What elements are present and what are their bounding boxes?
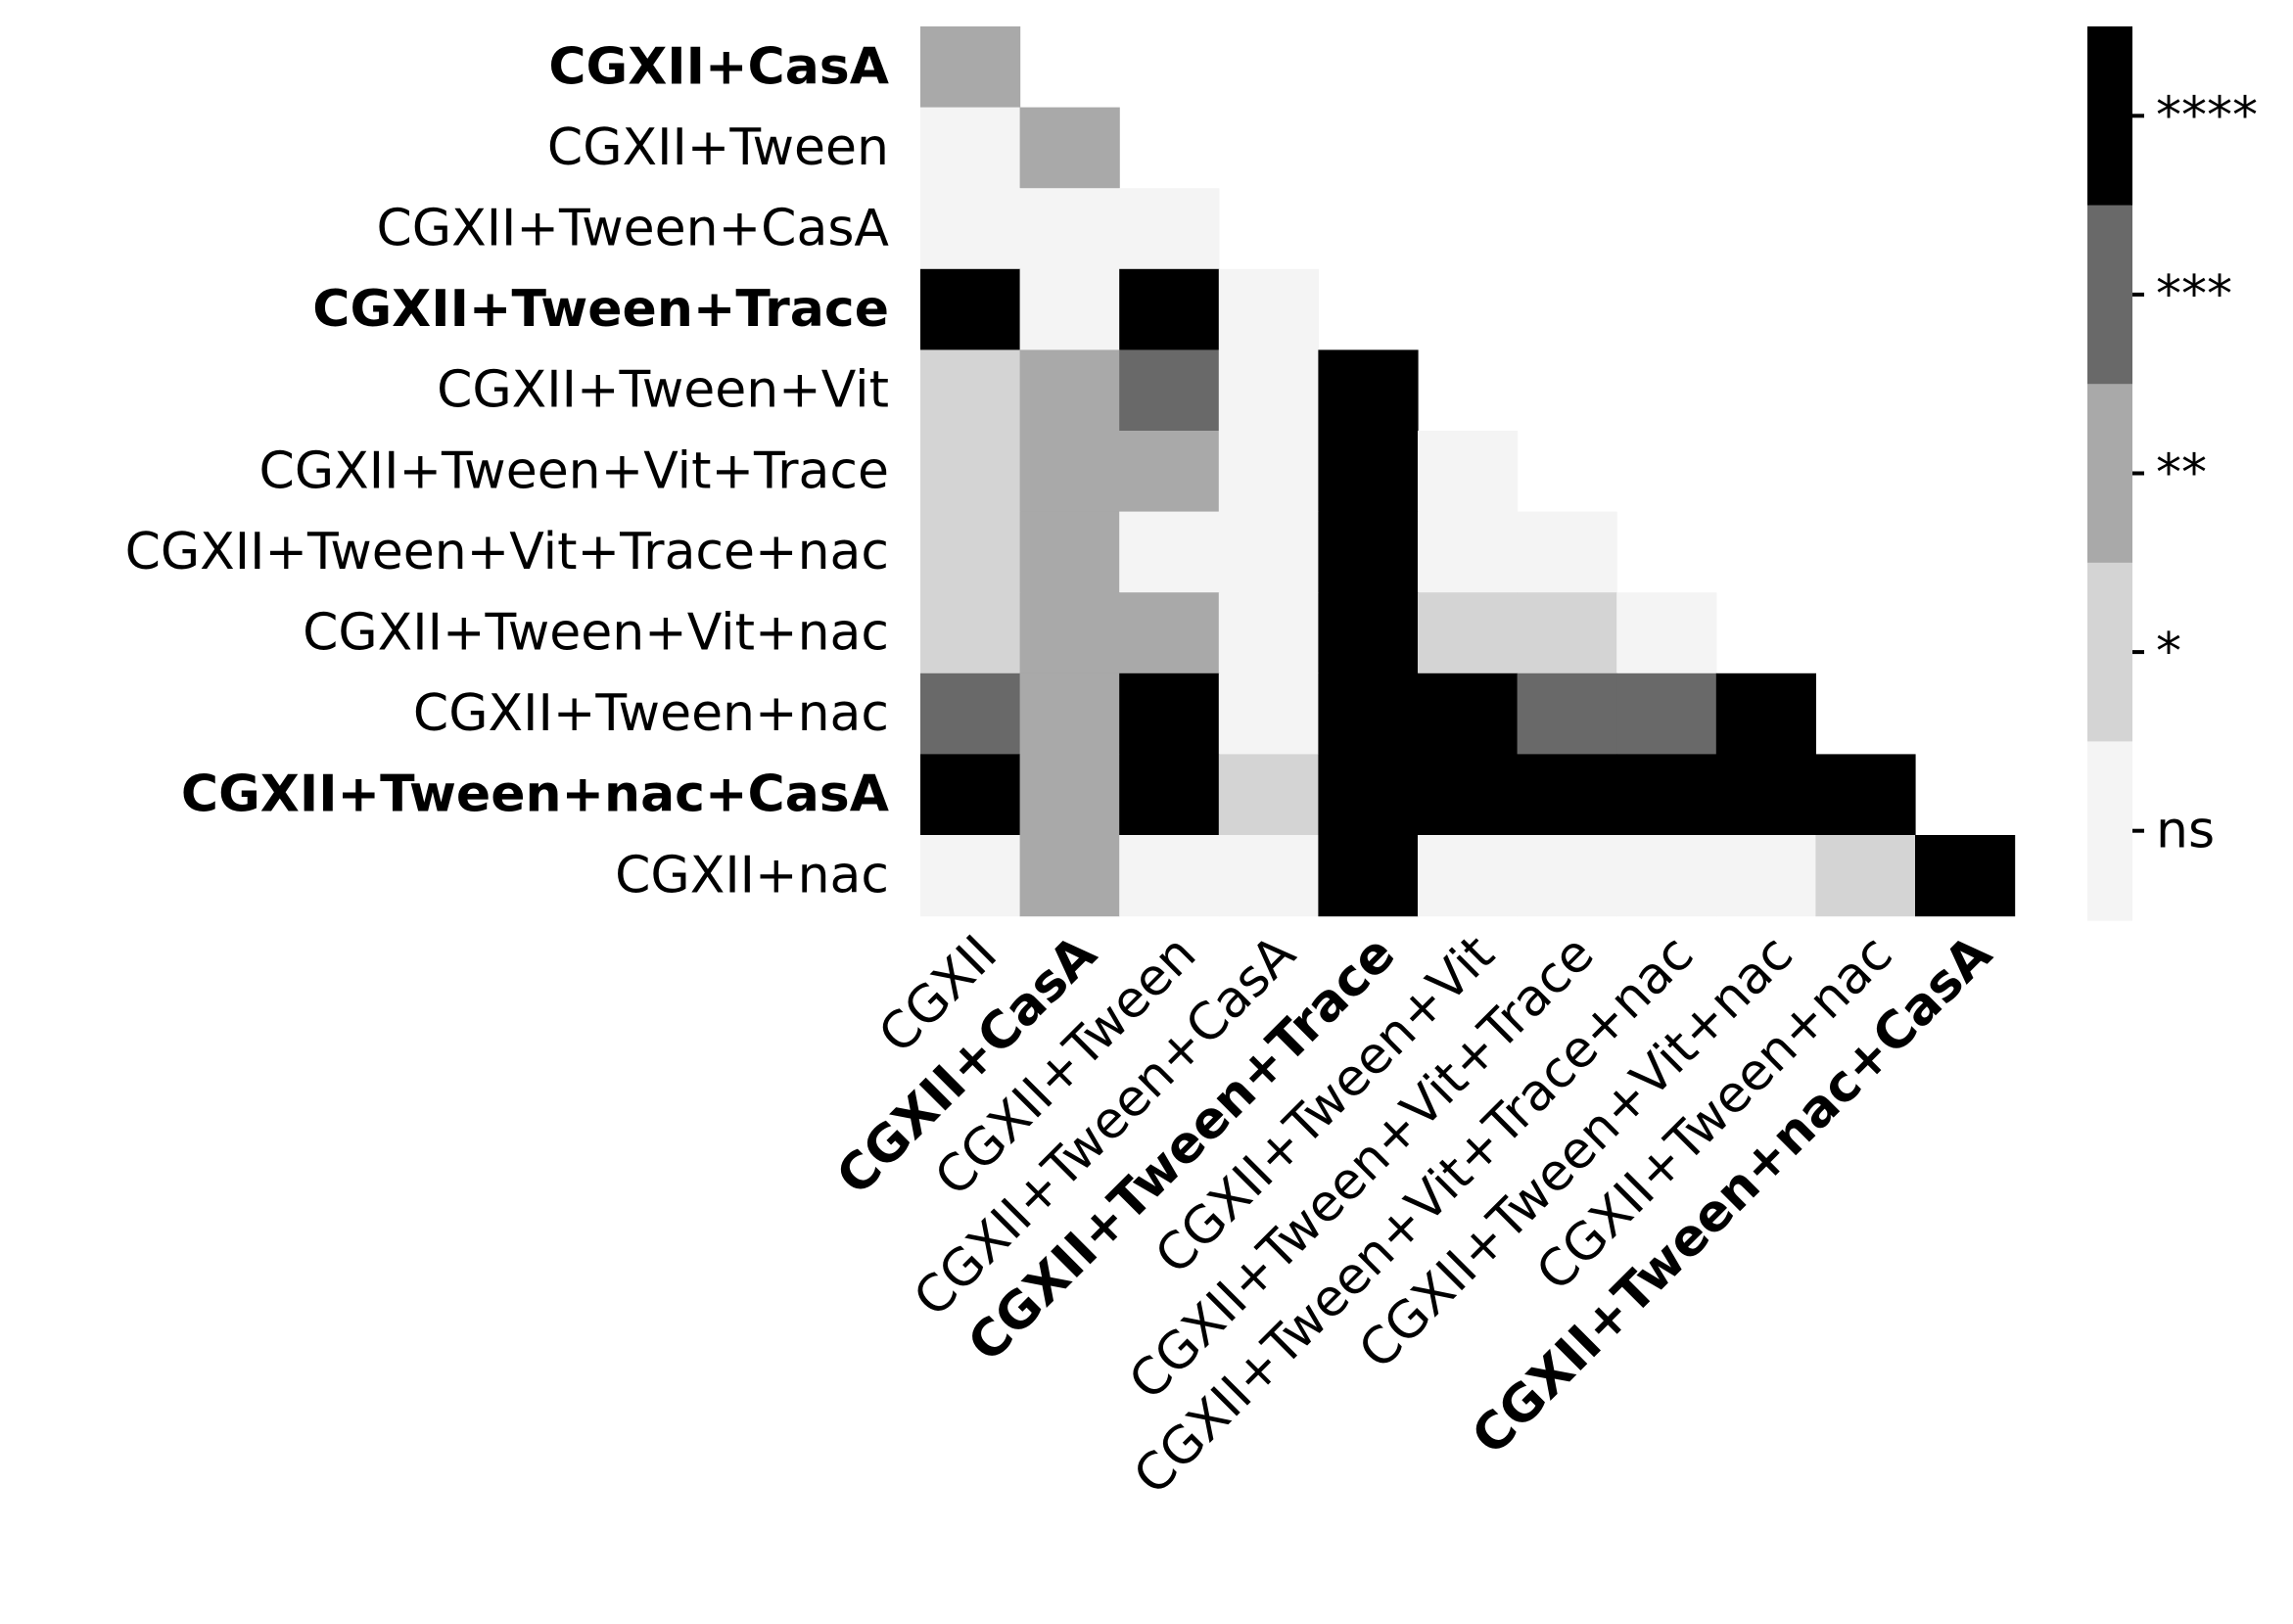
y-tick-label: CGXII+Tween+Vit xyxy=(437,361,889,420)
heatmap-cell-r8-c2 xyxy=(1119,673,1220,755)
heatmap-cell-r7-c4 xyxy=(1318,592,1419,674)
heatmap-cell-r10-c6 xyxy=(1517,835,1617,917)
heatmap-cell-r6-c1 xyxy=(1019,511,1120,593)
heatmap-cell-r10-c0 xyxy=(920,835,1021,917)
heatmap-cell-r7-c2 xyxy=(1119,592,1220,674)
heatmap-cell-r9-c4 xyxy=(1318,754,1419,836)
heatmap-cell-r4-c2 xyxy=(1119,349,1220,432)
heatmap-cell-r10-c7 xyxy=(1616,835,1717,917)
heatmap-cell-r3-c2 xyxy=(1119,268,1220,350)
heatmap-cell-r3-c1 xyxy=(1019,268,1120,350)
heatmap-cell-r9-c6 xyxy=(1517,754,1617,836)
heatmap-cell-r1-c1 xyxy=(1019,107,1120,189)
heatmap-cell-r5-c1 xyxy=(1019,431,1120,513)
heatmap-cell-r4-c3 xyxy=(1218,349,1319,432)
heatmap-cell-r1-c0 xyxy=(920,107,1021,189)
heatmap-cell-r2-c2 xyxy=(1119,188,1220,270)
heatmap-cell-r10-c1 xyxy=(1019,835,1120,917)
heatmap-cell-r5-c5 xyxy=(1418,431,1519,513)
heatmap-cell-r2-c0 xyxy=(920,188,1021,270)
heatmap-cell-r8-c1 xyxy=(1019,673,1120,755)
y-tick-label: CGXII+Tween+Vit+nac xyxy=(303,604,889,663)
y-tick-label: CGXII+nac xyxy=(615,846,889,905)
heatmap-cell-r7-c6 xyxy=(1517,592,1617,674)
heatmap-cell-r8-c4 xyxy=(1318,673,1419,755)
heatmap-cell-r9-c3 xyxy=(1218,754,1319,836)
y-tick-label: CGXII+Tween xyxy=(547,118,889,177)
heatmap-cell-r5-c3 xyxy=(1218,431,1319,513)
heatmap-cell-r6-c4 xyxy=(1318,511,1419,593)
y-tick-label: CGXII+Tween+Vit+Trace xyxy=(259,441,889,500)
colorbar-tick-label: *** xyxy=(2156,265,2232,324)
heatmap-cell-r0-c0 xyxy=(920,26,1021,109)
heatmap-cell-r9-c5 xyxy=(1418,754,1519,836)
colorbar: **********ns xyxy=(2087,26,2258,921)
heatmap-cells xyxy=(920,26,2016,917)
heatmap-cell-r10-c3 xyxy=(1218,835,1319,917)
y-axis-labels: CGXII+CasA CGXII+Tween CGXII+Tween+CasA CGX… xyxy=(125,37,890,905)
heatmap-cell-r6-c3 xyxy=(1218,511,1319,593)
x-axis-labels: CGXIICGXII+CasACGXII+TweenCGXII+Tween+Ca… xyxy=(825,924,2003,1507)
heatmap-cell-r10-c4 xyxy=(1318,835,1419,917)
colorbar-segment xyxy=(2087,741,2132,921)
heatmap-cell-r9-c0 xyxy=(920,754,1021,836)
heatmap-cell-r7-c0 xyxy=(920,592,1021,674)
y-tick-label: CGXII+Tween+nac xyxy=(413,684,889,743)
y-tick-label: CGXII+Tween+Vit+Trace+nac xyxy=(125,523,889,581)
heatmap-cell-r7-c3 xyxy=(1218,592,1319,674)
heatmap-cell-r4-c0 xyxy=(920,349,1021,432)
heatmap-cell-r8-c8 xyxy=(1715,673,1816,755)
colorbar-segment xyxy=(2087,384,2132,564)
y-tick-label: CGXII+Tween+nac+CasA xyxy=(181,766,889,824)
colorbar-tick-label: ** xyxy=(2156,444,2207,503)
heatmap-cell-r10-c9 xyxy=(1815,835,1916,917)
colorbar-tick-label: ns xyxy=(2156,802,2215,860)
colorbar-tick-label: * xyxy=(2156,623,2181,681)
y-tick-label: CGXII+Tween+Trace xyxy=(312,280,889,339)
heatmap-cell-r10-c8 xyxy=(1715,835,1816,917)
heatmap-cell-r10-c5 xyxy=(1418,835,1519,917)
heatmap-cell-r6-c2 xyxy=(1119,511,1220,593)
colorbar-tick-label: **** xyxy=(2156,86,2258,145)
heatmap-cell-r7-c7 xyxy=(1616,592,1717,674)
colorbar-segment xyxy=(2087,205,2132,385)
heatmap-cell-r8-c0 xyxy=(920,673,1021,755)
heatmap-cell-r7-c1 xyxy=(1019,592,1120,674)
heatmap-cell-r8-c3 xyxy=(1218,673,1319,755)
colorbar-segment xyxy=(2087,26,2132,207)
heatmap-cell-r9-c9 xyxy=(1815,754,1916,836)
heatmap-cell-r5-c2 xyxy=(1119,431,1220,513)
heatmap-cell-r4-c4 xyxy=(1318,349,1419,432)
heatmap-cell-r2-c1 xyxy=(1019,188,1120,270)
heatmap-cell-r8-c5 xyxy=(1418,673,1519,755)
heatmap-cell-r5-c0 xyxy=(920,431,1021,513)
y-tick-label: CGXII+CasA xyxy=(548,37,889,96)
heatmap-cell-r8-c7 xyxy=(1616,673,1717,755)
heatmap-cell-r4-c1 xyxy=(1019,349,1120,432)
heatmap-cell-r9-c8 xyxy=(1715,754,1816,836)
colorbar-segment xyxy=(2087,562,2132,742)
heatmap-cell-r6-c5 xyxy=(1418,511,1519,593)
heatmap-cell-r3-c0 xyxy=(920,268,1021,350)
heatmap-cell-r10-c2 xyxy=(1119,835,1220,917)
heatmap-cell-r5-c4 xyxy=(1318,431,1419,513)
heatmap-cell-r9-c2 xyxy=(1119,754,1220,836)
heatmap-cell-r8-c6 xyxy=(1517,673,1617,755)
heatmap-cell-r10-c10 xyxy=(1915,835,2016,917)
heatmap-cell-r6-c6 xyxy=(1517,511,1617,593)
heatmap-cell-r3-c3 xyxy=(1218,268,1319,350)
heatmap-cell-r9-c1 xyxy=(1019,754,1120,836)
heatmap-cell-r7-c5 xyxy=(1418,592,1519,674)
heatmap-cell-r6-c0 xyxy=(920,511,1021,593)
heatmap-cell-r9-c7 xyxy=(1616,754,1717,836)
y-tick-label: CGXII+Tween+CasA xyxy=(376,200,889,258)
